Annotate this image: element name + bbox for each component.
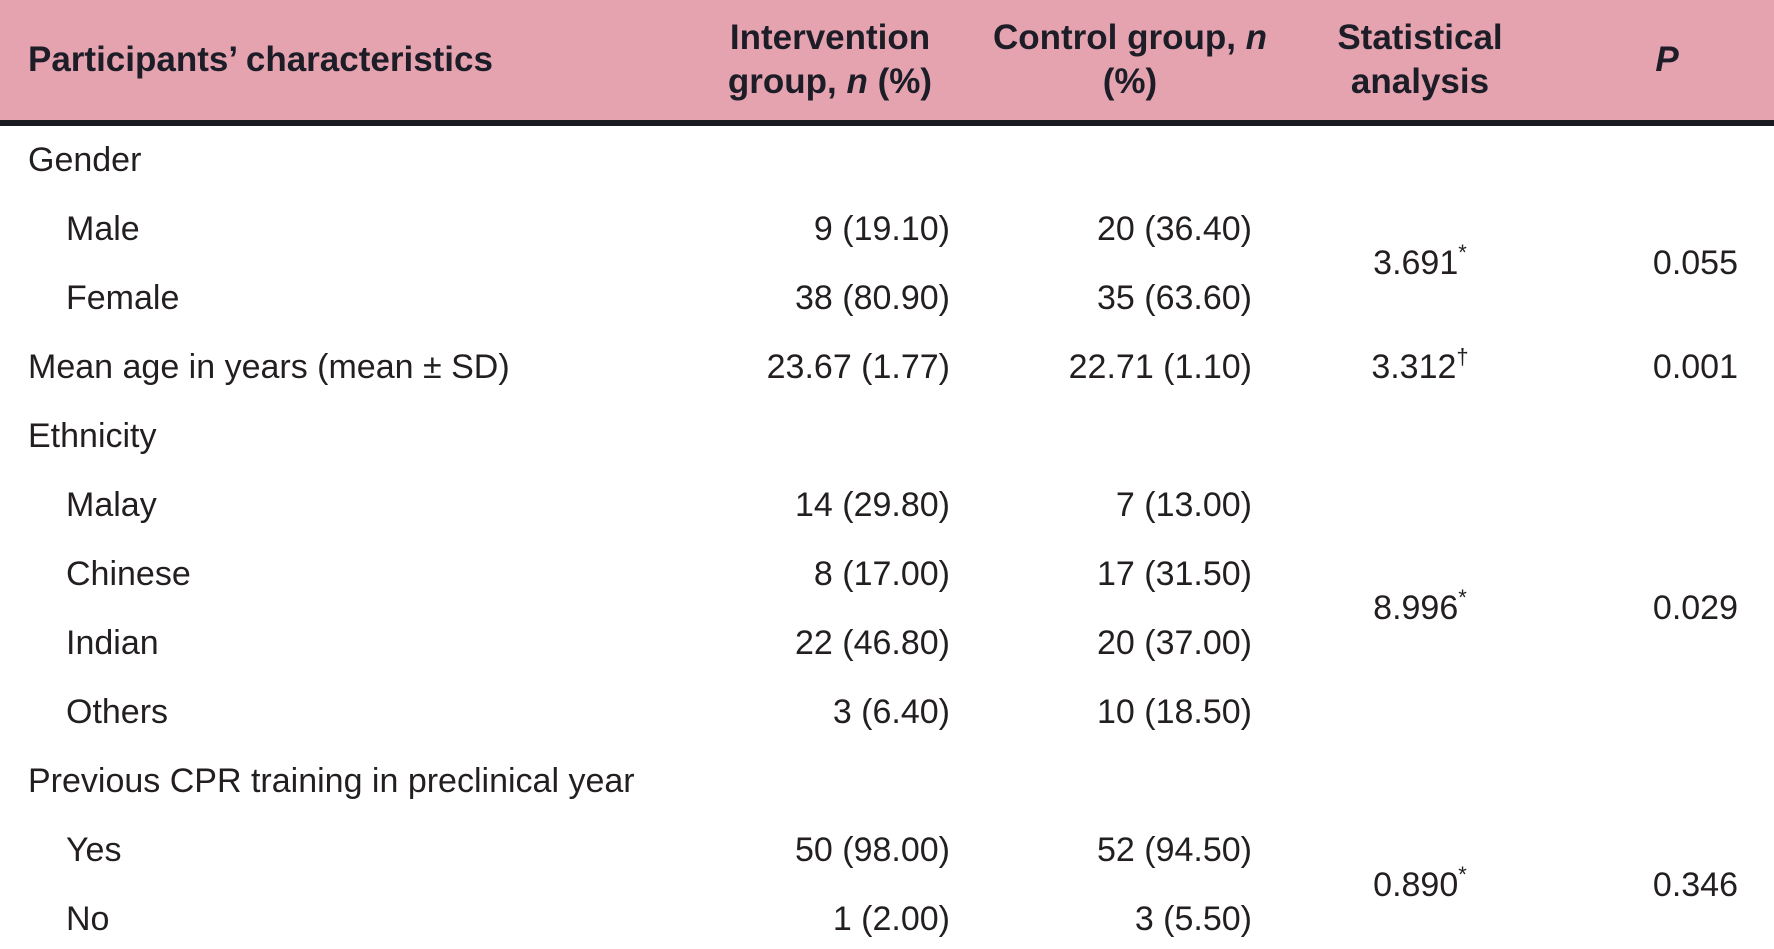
cell-intervention: 8 (17.00): [680, 539, 980, 609]
cell-intervention: 9 (19.10): [680, 194, 980, 264]
row-label: Indian: [0, 608, 680, 678]
row-label: Malay: [0, 470, 680, 540]
cell-intervention: 1 (2.00): [680, 884, 980, 949]
cell-empty: [980, 401, 1280, 471]
cell-control: 22.71 (1.10): [980, 332, 1280, 402]
cell-statistical: 3.312†: [1280, 332, 1560, 402]
row-label: Yes: [0, 815, 680, 885]
header-intervention-percent: (%): [867, 61, 933, 101]
table-row-malay: Malay 14 (29.80) 7 (13.00) 8.996* 0.029: [0, 470, 1774, 747]
header-p-value: P: [1560, 0, 1774, 126]
cell-statistical: 3.691*: [1280, 194, 1560, 333]
header-p-label: P: [1655, 39, 1679, 79]
cell-empty: [1280, 122, 1560, 195]
cell-intervention: 38 (80.90): [680, 263, 980, 333]
table-row-female: Female 38 (80.90) 35 (63.60): [0, 263, 1774, 333]
cell-empty: [680, 746, 980, 816]
table-row-yes: Yes 50 (98.00) 52 (94.50) 0.890* 0.346: [0, 815, 1774, 949]
row-label: Male: [0, 194, 680, 264]
header-control-n-italic: n: [1245, 18, 1268, 57]
cell-control: 52 (94.50): [980, 815, 1280, 885]
table-row-no: No 1 (2.00) 3 (5.50): [0, 884, 1774, 949]
cell-empty: [980, 122, 1280, 195]
row-label: Female: [0, 263, 680, 333]
stat-value: 3.691: [1373, 244, 1459, 282]
cell-empty: [1280, 401, 1560, 471]
header-statistical-label: Statistical analysis: [1337, 18, 1503, 101]
cell-intervention: 23.67 (1.77): [680, 332, 980, 402]
header-control-text: Control group,: [992, 18, 1246, 57]
table-row-others: Others 3 (6.40) 10 (18.50): [0, 677, 1774, 747]
row-label: Others: [0, 677, 680, 747]
table-row-section-ethnicity: Ethnicity: [0, 401, 1774, 471]
row-label: Gender: [0, 122, 680, 195]
cell-empty: [1560, 401, 1774, 471]
header-control-group: Control group, n (%): [980, 0, 1280, 126]
stat-superscript: *: [1458, 240, 1467, 265]
row-label: Ethnicity: [0, 401, 680, 471]
header-row: Participants’ characteristics Interventi…: [0, 0, 1774, 126]
stat-superscript: †: [1456, 343, 1469, 369]
cell-empty: [680, 401, 980, 471]
cell-empty: [680, 122, 980, 195]
cell-p-value: 0.029: [1560, 470, 1774, 747]
cell-intervention: 50 (98.00): [680, 815, 980, 885]
cell-statistical: 8.996*: [1280, 470, 1560, 747]
table-row-male: Male 9 (19.10) 20 (36.40) 3.691* 0.055: [0, 194, 1774, 333]
cell-empty: [1560, 746, 1774, 816]
row-label: Previous CPR training in preclinical yea…: [0, 746, 680, 816]
table-row-chinese: Chinese 8 (17.00) 17 (31.50): [0, 539, 1774, 609]
cell-control: 20 (36.40): [980, 194, 1280, 264]
cell-empty: [1280, 746, 1560, 816]
stat-value: 8.996: [1373, 589, 1459, 627]
cell-control: 35 (63.60): [980, 263, 1280, 333]
cell-intervention: 3 (6.40): [680, 677, 980, 747]
cell-control: 17 (31.50): [980, 539, 1280, 609]
cell-p-value: 0.001: [1560, 332, 1774, 402]
row-label: Mean age in years (mean ± SD): [0, 332, 680, 402]
stat-superscript: *: [1458, 862, 1467, 888]
stat-value: 3.312: [1371, 347, 1457, 386]
header-intervention-group: Intervention group, n (%): [680, 0, 980, 126]
header-statistical-analysis: Statistical analysis: [1280, 0, 1560, 126]
cell-empty: [1560, 122, 1774, 195]
cell-p-value: 0.055: [1560, 194, 1774, 333]
table-row-section-gender: Gender: [0, 122, 1774, 195]
cell-statistical: 0.890*: [1280, 815, 1560, 949]
table-header: Participants’ characteristics Interventi…: [0, 0, 1774, 126]
table-row-indian: Indian 22 (46.80) 20 (37.00): [0, 608, 1774, 678]
table-row-section-previous-cpr-training: Previous CPR training in preclinical yea…: [0, 746, 1774, 816]
header-characteristics-label: Participants’ characteristics: [28, 39, 493, 79]
cell-empty: [980, 746, 1280, 816]
header-intervention-text: Intervention group,: [727, 18, 931, 101]
header-control-percent: (%): [1102, 61, 1158, 101]
cell-intervention: 14 (29.80): [680, 470, 980, 540]
table-body: Gender Male 9 (19.10) 20 (36.40) 3.691* …: [0, 122, 1774, 949]
cell-control: 10 (18.50): [980, 677, 1280, 747]
header-characteristics: Participants’ characteristics: [0, 0, 680, 126]
stat-value: 0.890: [1373, 866, 1459, 905]
row-label: No: [0, 884, 680, 949]
table-row-mean-age: Mean age in years (mean ± SD) 23.67 (1.7…: [0, 332, 1774, 402]
stat-superscript: *: [1458, 585, 1467, 610]
cell-control: 7 (13.00): [980, 470, 1280, 540]
cell-intervention: 22 (46.80): [680, 608, 980, 678]
cell-control: 20 (37.00): [980, 608, 1280, 678]
cell-control: 3 (5.50): [980, 884, 1280, 949]
cell-p-value: 0.346: [1560, 815, 1774, 949]
header-intervention-n-italic: n: [846, 61, 868, 101]
row-label: Chinese: [0, 539, 680, 609]
